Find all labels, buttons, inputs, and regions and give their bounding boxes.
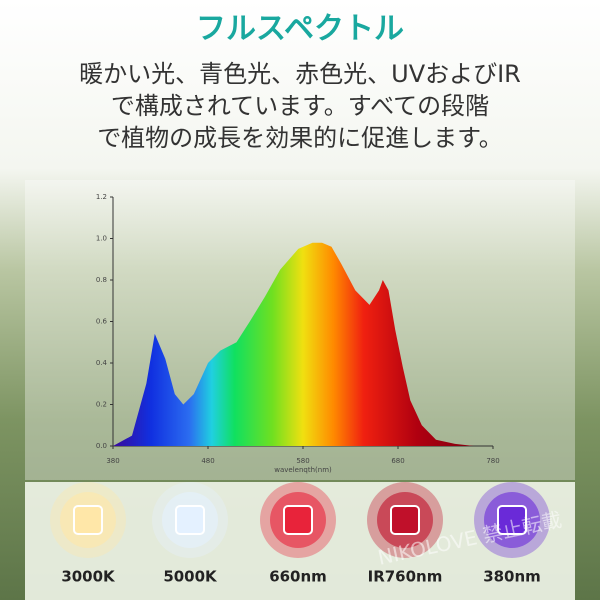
spectrum-area xyxy=(113,242,493,446)
led-label: 380nm xyxy=(483,568,541,586)
x-tick-label: 480 xyxy=(201,457,214,465)
y-tick-label: 0.8 xyxy=(96,276,107,284)
y-tick-label: 0.6 xyxy=(96,318,108,326)
leds: 3000K 5000K 660nm IR760nm 380nm xyxy=(50,482,550,586)
led-chip xyxy=(390,505,420,535)
x-tick-label: 380 xyxy=(106,457,119,465)
subtitle: 暖かい光、青色光、赤色光、UVおよびIR で構成されています。すべての段階で植物の… xyxy=(79,60,521,152)
y-tick-label: 0.2 xyxy=(96,401,107,409)
led-chip xyxy=(73,505,103,535)
led-chip xyxy=(497,505,527,535)
subtitle-line: 暖かい光、青色光、赤色光、UVおよびIR xyxy=(79,60,521,88)
led-label: 3000K xyxy=(61,568,116,586)
led-chip xyxy=(283,505,313,535)
led-label: IR760nm xyxy=(368,568,443,586)
x-tick-label: 680 xyxy=(391,457,404,465)
x-tick-label: 780 xyxy=(486,457,499,465)
led-chip xyxy=(175,505,205,535)
led-label: 660nm xyxy=(269,568,327,586)
y-tick-label: 0.0 xyxy=(96,442,107,450)
subtitle-line: で植物の成長を効果的に促進します。 xyxy=(97,124,503,152)
plot: 0.0 0.2 0.4 0.6 0.8 1.0 1.2 380 480 580 680 780 wave… xyxy=(96,193,500,474)
y-tick-label: 1.2 xyxy=(96,193,107,201)
y-tick-label: 1.0 xyxy=(96,235,107,243)
y-tick-label: 0.4 xyxy=(96,359,108,367)
x-axis-label: wavelenqth(nm) xyxy=(274,466,332,474)
led-label: 5000K xyxy=(163,568,218,586)
title: フルスペクトル xyxy=(196,12,404,47)
subtitle-line: で構成されています。すべての段階 xyxy=(111,92,489,120)
x-tick-label: 580 xyxy=(296,457,309,465)
